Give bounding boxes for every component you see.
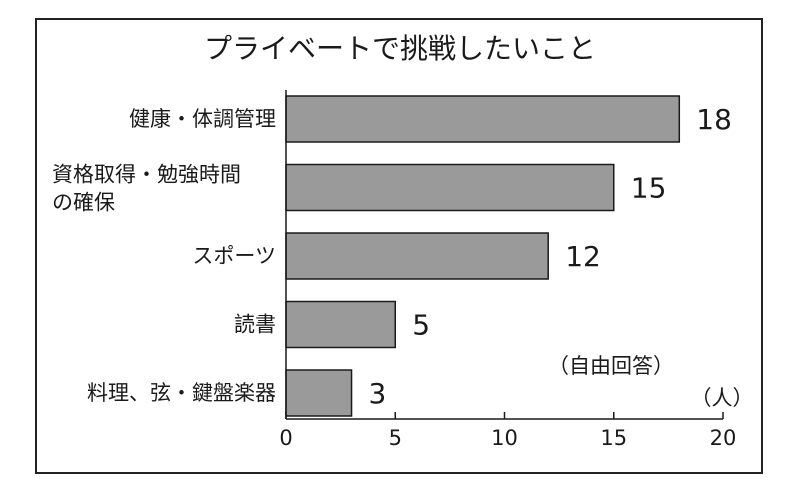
x-tick-label-1: 0: [279, 426, 292, 450]
bar-2: [285, 163, 615, 212]
value-label-2: 15: [631, 172, 667, 205]
x-tick-label-5: 20: [710, 426, 737, 450]
value-label-5: 3: [369, 377, 387, 410]
bar-5: [285, 369, 353, 417]
category-label-3: スポーツ: [192, 244, 276, 268]
value-label-4: 5: [412, 309, 430, 342]
unit-label: （人）: [691, 386, 754, 410]
bar-4: [285, 300, 396, 349]
bar-3: [285, 232, 549, 280]
value-labels: 18 15 12 5 3: [369, 103, 732, 410]
x-axis-ticks: 0 5 10 15 20: [279, 90, 736, 450]
bar-1: [285, 95, 681, 143]
category-label-2: 資格取得・勉強時間の確保: [52, 163, 241, 215]
x-tick-label-4: 15: [600, 426, 627, 450]
category-label-5: 料理、弦・鍵盤楽器: [87, 381, 276, 405]
note-label: （自由回答）: [548, 354, 674, 378]
x-tick-label-2: 5: [389, 426, 402, 450]
x-tick-label-3: 10: [491, 426, 518, 450]
category-label-4: 読書: [234, 313, 276, 337]
bars-layer: [285, 95, 681, 417]
category-label-1: 健康・体調管理: [129, 107, 276, 131]
value-label-3: 12: [565, 240, 601, 273]
value-label-1: 18: [696, 103, 732, 136]
chart-title: プライベートで挑戦したいこと: [204, 32, 596, 65]
